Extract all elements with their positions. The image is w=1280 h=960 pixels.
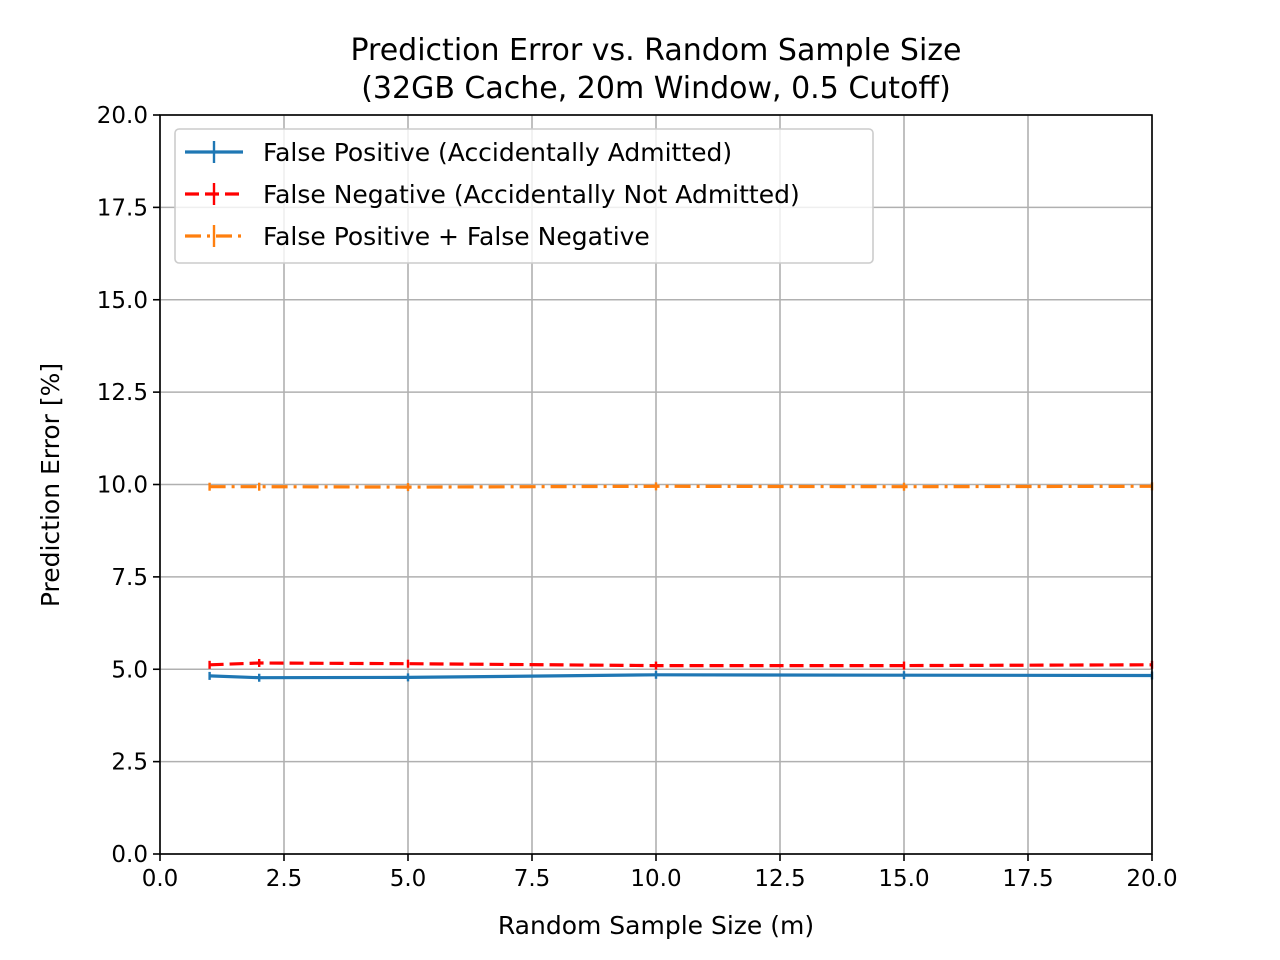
x-tick-label: 17.5: [1002, 866, 1053, 892]
y-tick-label: 17.5: [97, 195, 148, 221]
series-line: [209, 484, 1153, 489]
y-tick-label: 7.5: [111, 565, 148, 591]
y-axis: 0.0 2.5 5.0 7.5 10.0 12.5 15.0 17.5 20.0: [97, 103, 160, 868]
legend-item: False Negative (Accidentally Not Admitte…: [185, 180, 800, 209]
series-layer: [208, 482, 1154, 682]
x-tick-label: 20.0: [1126, 866, 1177, 892]
x-tick-label: 10.0: [630, 866, 681, 892]
legend-item: False Positive (Accidentally Admitted): [185, 138, 732, 167]
legend: False Positive (Accidentally Admitted) Fa…: [174, 128, 874, 264]
legend-box: [174, 128, 874, 264]
series-3: [208, 482, 1154, 492]
x-tick-label: 15.0: [878, 866, 929, 892]
y-tick-label: 0.0: [111, 842, 148, 868]
legend-label: False Positive + False Negative: [263, 222, 650, 251]
y-tick-label: 2.5: [111, 750, 148, 776]
y-tick-label: 12.5: [97, 380, 148, 406]
legend-label: False Positive (Accidentally Admitted): [263, 138, 732, 167]
y-tick-label: 10.0: [97, 473, 148, 499]
plot-frame: [159, 114, 1153, 855]
legend-item: False Positive + False Negative: [185, 222, 650, 251]
chart-subtitle: (32GB Cache, 20m Window, 0.5 Cutoff): [361, 71, 951, 106]
y-tick-label: 20.0: [97, 103, 148, 129]
x-tick-label: 12.5: [754, 866, 805, 892]
y-tick-label: 15.0: [97, 288, 148, 314]
y-tick-label: 5.0: [111, 657, 148, 683]
chart-title: Prediction Error vs. Random Sample Size: [350, 33, 961, 68]
x-axis-label: Random Sample Size (m): [498, 911, 814, 940]
legend-label: False Negative (Accidentally Not Admitte…: [263, 180, 800, 209]
series-line: [209, 673, 1153, 680]
x-tick-label: 2.5: [266, 866, 303, 892]
series-line: [209, 661, 1153, 668]
x-axis: 0.0 2.5 5.0 7.5 10.0 12.5 15.0 17.5 20.0: [142, 854, 1178, 892]
x-tick-label: 0.0: [142, 866, 179, 892]
x-tick-label: 7.5: [514, 866, 551, 892]
x-tick-label: 5.0: [390, 866, 427, 892]
series-1: [208, 670, 1154, 682]
y-axis-label: Prediction Error [%]: [36, 363, 65, 607]
